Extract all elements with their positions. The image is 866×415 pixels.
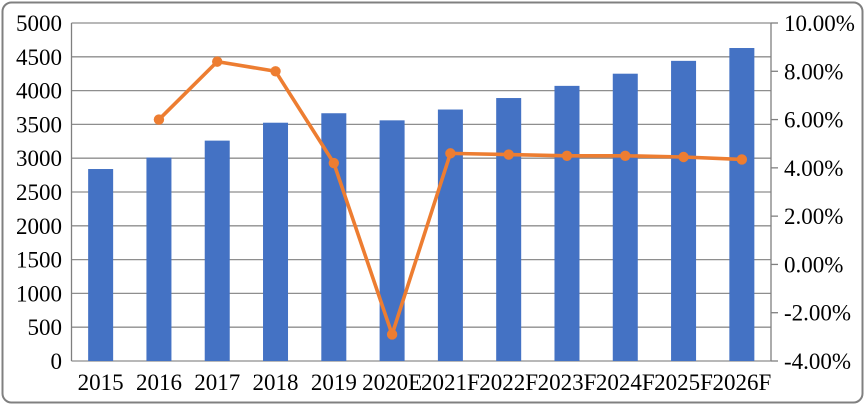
- right-axis-tick-label: 0.00%: [784, 252, 843, 277]
- bars-group: [88, 48, 755, 362]
- bar-2020E: [379, 120, 405, 362]
- x-axis-tick-label: 2023F: [538, 370, 597, 395]
- x-axis-tick-label: 2026F: [712, 370, 771, 395]
- bar-2019: [321, 113, 347, 361]
- right-axis-tick-label: -2.00%: [784, 301, 851, 326]
- right-axis-tick-label: 4.00%: [784, 156, 843, 181]
- bar-2015: [88, 169, 114, 361]
- x-axis-tick-label: 2022F: [479, 370, 538, 395]
- line-group: [153, 56, 748, 340]
- bar-2017: [204, 140, 230, 361]
- x-axis-tick-label: 2017: [194, 370, 240, 395]
- left-axis-tick-label: 5000: [16, 11, 62, 36]
- left-axis-tick-label: 0: [51, 349, 63, 374]
- line-marker: [561, 150, 573, 161]
- line-marker: [212, 56, 223, 67]
- line-marker: [386, 329, 398, 340]
- right-axis-tick-label: -4.00%: [784, 349, 851, 374]
- x-axis-tick-label: 2025F: [654, 370, 713, 395]
- right-axis-tick-label: 10.00%: [784, 11, 855, 36]
- axis-labels-group: 0 500 1000 1500 2000 2500 3000 3500 4000 4500 5000…: [16, 11, 855, 395]
- x-axis-tick-label: 2020E: [362, 370, 422, 395]
- line-marker: [445, 148, 456, 159]
- line-marker: [678, 151, 689, 163]
- x-axis-tick-label: 2024F: [596, 370, 655, 395]
- figure-border: [1, 1, 864, 404]
- left-axis-tick-label: 4500: [16, 45, 62, 70]
- left-axis-tick-label: 2000: [16, 214, 62, 239]
- line-marker: [270, 66, 281, 77]
- bar-2024F: [612, 73, 638, 361]
- axes-group: [70, 22, 778, 362]
- left-axis-tick-label: 3000: [16, 146, 62, 171]
- right-axis-tick-label: 8.00%: [784, 59, 843, 84]
- x-axis-tick-label: 2018: [253, 370, 299, 395]
- line-marker: [153, 114, 165, 125]
- right-axis-tick-label: 6.00%: [784, 108, 843, 133]
- x-axis-tick-label: 2015: [78, 370, 124, 395]
- left-axis-tick-label: 500: [28, 315, 63, 340]
- left-axis-tick-label: 2500: [16, 180, 62, 205]
- bar-2025F: [671, 60, 697, 362]
- bar-2018: [263, 122, 289, 362]
- gridlines-group: [71, 22, 771, 362]
- left-axis-tick-label: 1000: [16, 281, 62, 306]
- left-axis-tick-label: 1500: [16, 248, 62, 273]
- line-marker: [503, 149, 514, 160]
- x-axis-tick-label: 2021F: [421, 370, 480, 395]
- line-marker: [620, 150, 631, 161]
- left-axis-tick-label: 3500: [16, 112, 62, 137]
- line-marker: [328, 157, 340, 169]
- line-marker: [736, 154, 748, 165]
- left-axis-tick-label: 4000: [16, 79, 62, 104]
- bar-2021F: [437, 109, 463, 361]
- x-axis-tick-label: 2016: [136, 370, 182, 395]
- bar-2026F: [729, 48, 755, 362]
- bar-2016: [146, 157, 172, 361]
- bar-2023F: [554, 85, 580, 362]
- bar-2022F: [496, 98, 522, 361]
- right-axis-tick-label: 2.00%: [784, 204, 843, 229]
- x-axis-tick-label: 2019: [311, 370, 357, 395]
